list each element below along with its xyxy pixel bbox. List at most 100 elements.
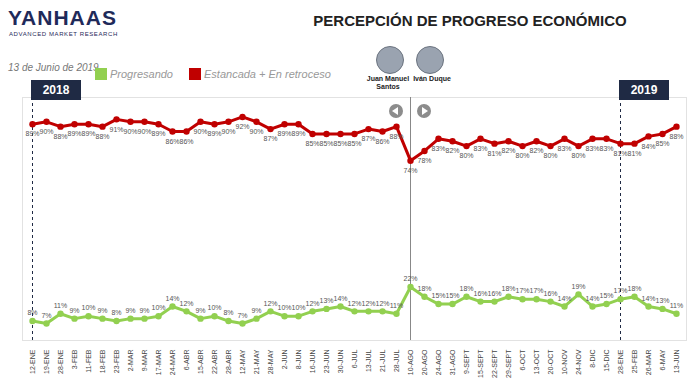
svg-text:85%: 85% xyxy=(319,140,333,147)
svg-text:16%: 16% xyxy=(473,290,487,297)
svg-text:12%: 12% xyxy=(179,300,193,307)
svg-text:88%: 88% xyxy=(669,133,683,140)
svg-text:7%: 7% xyxy=(41,312,51,319)
svg-text:10%: 10% xyxy=(151,304,165,311)
svg-text:21-JUL: 21-JUL xyxy=(379,349,386,372)
svg-text:18-FEB: 18-FEB xyxy=(99,349,106,373)
svg-text:10-AGO: 10-AGO xyxy=(407,349,414,375)
svg-text:23-JUN: 23-JUN xyxy=(323,350,330,374)
svg-text:83%: 83% xyxy=(585,145,599,152)
svg-text:90%: 90% xyxy=(123,128,137,135)
svg-text:9%: 9% xyxy=(139,307,149,314)
svg-text:90%: 90% xyxy=(137,128,151,135)
svg-text:17%: 17% xyxy=(613,287,627,294)
svg-text:85%: 85% xyxy=(655,140,669,147)
svg-text:89%: 89% xyxy=(67,130,81,137)
svg-text:84%: 84% xyxy=(641,143,655,150)
svg-text:12-ENE: 12-ENE xyxy=(29,349,36,374)
svg-text:13-JUL: 13-JUL xyxy=(365,349,372,372)
svg-text:83%: 83% xyxy=(557,145,571,152)
svg-text:8-JUN: 8-JUN xyxy=(295,350,302,370)
svg-text:14%: 14% xyxy=(641,295,655,302)
svg-text:8%: 8% xyxy=(223,309,233,316)
svg-text:28-ENE: 28-ENE xyxy=(617,349,624,374)
svg-text:25-FEB: 25-FEB xyxy=(631,349,638,373)
svg-text:82%: 82% xyxy=(529,147,543,154)
svg-text:24-AGO: 24-AGO xyxy=(435,349,442,375)
svg-text:12%: 12% xyxy=(263,300,277,307)
svg-text:8%: 8% xyxy=(111,309,121,316)
svg-text:86%: 86% xyxy=(179,138,193,145)
svg-text:90%: 90% xyxy=(193,128,207,135)
svg-text:10%: 10% xyxy=(277,304,291,311)
svg-text:29-SEPT: 29-SEPT xyxy=(505,349,512,378)
svg-text:3-FEB: 3-FEB xyxy=(71,349,78,369)
svg-text:10%: 10% xyxy=(207,304,221,311)
svg-text:81%: 81% xyxy=(487,150,501,157)
svg-text:89%: 89% xyxy=(81,130,95,137)
svg-text:80%: 80% xyxy=(459,152,473,159)
svg-text:10%: 10% xyxy=(81,304,95,311)
svg-text:15%: 15% xyxy=(445,292,459,299)
svg-text:18%: 18% xyxy=(459,285,473,292)
svg-text:83%: 83% xyxy=(473,145,487,152)
svg-text:19-ENE: 19-ENE xyxy=(43,349,50,374)
svg-text:87%: 87% xyxy=(361,135,375,142)
svg-text:85%: 85% xyxy=(305,140,319,147)
svg-text:17%: 17% xyxy=(529,287,543,294)
svg-text:16%: 16% xyxy=(543,290,557,297)
svg-text:30-JUN: 30-JUN xyxy=(337,350,344,374)
svg-text:89%: 89% xyxy=(277,130,291,137)
svg-text:13-OCT: 13-OCT xyxy=(533,349,540,375)
svg-text:90%: 90% xyxy=(39,128,53,135)
svg-text:11%: 11% xyxy=(390,302,404,309)
svg-text:13%: 13% xyxy=(655,297,669,304)
svg-text:82%: 82% xyxy=(501,147,515,154)
svg-text:11-FEB: 11-FEB xyxy=(85,349,92,373)
svg-text:90%: 90% xyxy=(221,128,235,135)
svg-text:17-MAR: 17-MAR xyxy=(155,350,162,376)
svg-text:11%: 11% xyxy=(670,302,684,309)
svg-text:13-JUN: 13-JUN xyxy=(673,350,680,374)
svg-text:2-JUN: 2-JUN xyxy=(281,350,288,370)
svg-text:78%: 78% xyxy=(417,157,431,164)
svg-text:28-ABR: 28-ABR xyxy=(225,350,232,375)
svg-text:88%: 88% xyxy=(53,133,67,140)
svg-text:83%: 83% xyxy=(431,145,445,152)
svg-text:6-MAY: 6-MAY xyxy=(659,349,666,370)
svg-text:91%: 91% xyxy=(109,126,123,133)
svg-text:10-NOV: 10-NOV xyxy=(561,349,568,375)
svg-text:80%: 80% xyxy=(571,152,585,159)
svg-text:31-AGO: 31-AGO xyxy=(449,349,456,375)
svg-text:28-JUL: 28-JUL xyxy=(393,349,400,372)
svg-text:28-ENE: 28-ENE xyxy=(57,349,64,374)
svg-text:17%: 17% xyxy=(515,287,529,294)
svg-text:18%: 18% xyxy=(627,285,641,292)
svg-text:28-MAY: 28-MAY xyxy=(267,349,274,374)
svg-text:86%: 86% xyxy=(375,138,389,145)
svg-text:16%: 16% xyxy=(487,290,501,297)
svg-text:24-NOV: 24-NOV xyxy=(575,349,582,375)
svg-text:85%: 85% xyxy=(347,140,361,147)
svg-text:9%: 9% xyxy=(97,307,107,314)
svg-text:15-SEPT: 15-SEPT xyxy=(477,349,484,378)
svg-text:9%: 9% xyxy=(125,307,135,314)
svg-text:11%: 11% xyxy=(54,302,68,309)
svg-text:89%: 89% xyxy=(207,130,221,137)
svg-text:15%: 15% xyxy=(599,292,613,299)
svg-text:85%: 85% xyxy=(333,140,347,147)
svg-text:9%: 9% xyxy=(69,307,79,314)
svg-text:10%: 10% xyxy=(291,304,305,311)
svg-text:14%: 14% xyxy=(165,295,179,302)
svg-text:89%: 89% xyxy=(291,130,305,137)
svg-text:20-OCT: 20-OCT xyxy=(547,349,554,375)
svg-text:13%: 13% xyxy=(319,297,333,304)
svg-text:81%: 81% xyxy=(627,150,641,157)
svg-text:12%: 12% xyxy=(375,300,389,307)
svg-text:9-SEPT: 9-SEPT xyxy=(463,349,470,374)
svg-text:12-MAY: 12-MAY xyxy=(239,349,246,374)
svg-text:20-AGO: 20-AGO xyxy=(421,349,428,375)
svg-text:22-SEPT: 22-SEPT xyxy=(491,349,498,378)
svg-text:6-JUL: 6-JUL xyxy=(351,349,358,368)
svg-text:80%: 80% xyxy=(543,152,557,159)
